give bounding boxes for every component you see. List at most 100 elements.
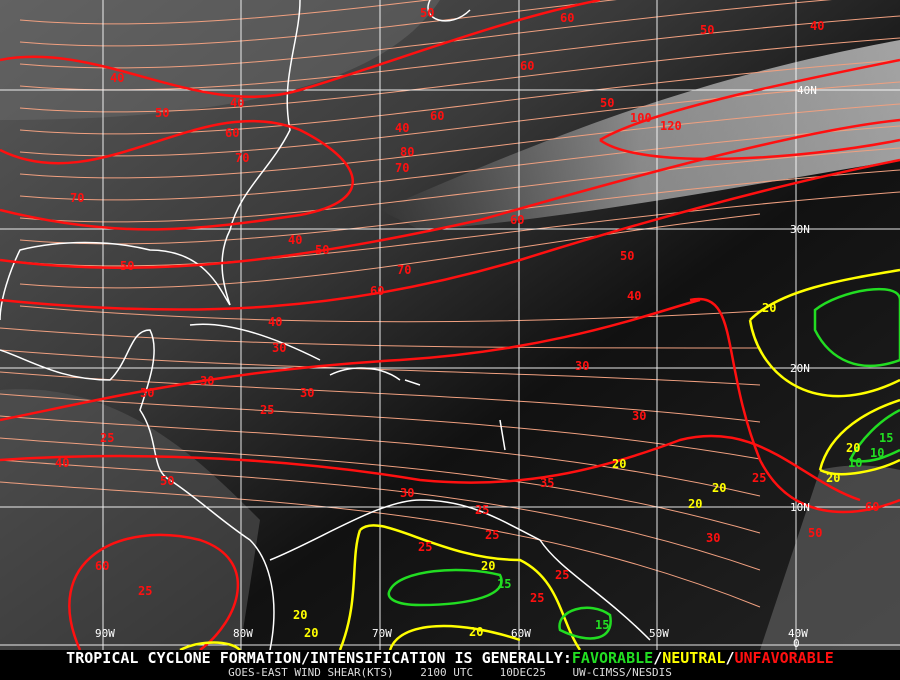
lon-label-90w: 90W	[95, 627, 115, 640]
lon-label-40w: 40W	[788, 627, 808, 640]
contour-label: 40	[288, 233, 302, 247]
contour-label: 100	[630, 111, 652, 125]
contour-label: 60	[510, 213, 524, 227]
product-info-line: GOES-EAST WIND SHEAR(KTS) 2100 UTC 10DEC…	[0, 667, 900, 679]
lat-label-40n: 40N	[797, 84, 817, 97]
contour-label: 20	[826, 471, 840, 485]
contour-label: 35	[540, 476, 554, 490]
streamline	[19, 0, 433, 25]
streamline	[19, 59, 900, 135]
streamline	[19, 191, 900, 267]
contour-label: 15	[879, 431, 893, 445]
contour-label: 50	[155, 106, 169, 120]
contour-label: 25	[418, 540, 432, 554]
contour-label: 25	[555, 568, 569, 582]
streamline	[19, 0, 617, 47]
contour-label: 30	[632, 409, 646, 423]
footer: TROPICAL CYCLONE FORMATION/INTENSIFICATI…	[0, 650, 900, 680]
contour-label: 40	[55, 456, 69, 470]
coastlines	[0, 0, 651, 650]
contour-label: 40	[230, 96, 244, 110]
streamline	[19, 213, 761, 289]
contour-label: 40	[268, 315, 282, 329]
contour-label: 40	[110, 71, 124, 85]
streamline	[19, 103, 900, 179]
legend-unfavorable: UNFAVORABLE	[734, 649, 834, 667]
contour-label: 30	[400, 486, 414, 500]
lat-label-0: 0	[793, 637, 800, 650]
contour-label: 25	[260, 403, 274, 417]
contour-label: 20	[469, 625, 483, 639]
contour-label: 25	[752, 471, 766, 485]
legend-separator: /	[653, 649, 663, 667]
contour-label: 50	[620, 249, 634, 263]
legend-prefix: TROPICAL CYCLONE FORMATION/INTENSIFICATI…	[66, 649, 572, 667]
contour-label: 60	[430, 109, 444, 123]
streamline	[19, 147, 900, 223]
contour-label: 70	[395, 161, 409, 175]
contour-label: 60	[95, 559, 109, 573]
contour-label: 10	[848, 456, 862, 470]
product-name: GOES-EAST WIND SHEAR(KTS)	[228, 666, 394, 679]
contour-label: 50	[420, 6, 434, 20]
contour-label: 30	[300, 386, 314, 400]
cloud-region-east	[760, 465, 900, 650]
contour-label: 40	[627, 289, 641, 303]
contour-label: 70	[235, 151, 249, 165]
product-time: 2100 UTC	[420, 666, 474, 679]
contour-label: 20	[612, 457, 626, 471]
contour-label: 120	[660, 119, 682, 133]
lat-label-10n: 10N	[790, 501, 810, 514]
streamline	[0, 459, 761, 571]
streamline	[0, 393, 761, 460]
lat-label-30n: 30N	[790, 223, 810, 236]
contour-label: 50	[315, 243, 329, 257]
legend-neutral: NEUTRAL	[662, 649, 726, 667]
contour-label: 25	[530, 591, 544, 605]
streamline	[19, 37, 900, 113]
lon-label-80w: 80W	[233, 627, 253, 640]
contour-label: 40	[395, 121, 409, 135]
streamline	[0, 327, 761, 349]
product-date: 10DEC25	[499, 666, 547, 679]
contour-label: 40	[810, 19, 824, 33]
contour-label: 50	[120, 259, 134, 273]
contour-label: 60	[225, 126, 239, 140]
lon-label-70w: 70W	[372, 627, 392, 640]
lon-label-60w: 60W	[511, 627, 531, 640]
streamline	[0, 415, 761, 497]
legend-favorable: FAVORABLE	[571, 649, 654, 667]
streamline	[19, 81, 900, 157]
contour-label: 20	[846, 441, 860, 455]
contour-label: 15	[497, 577, 511, 591]
contour-label: 20	[304, 626, 318, 640]
map-canvas: 90W 80W 70W 60W 50W 40W 40N 30N 20N 10N …	[0, 0, 900, 650]
streamline	[0, 481, 761, 608]
contour-label: 60	[370, 284, 384, 298]
contour-label: 25	[100, 431, 114, 445]
contour-label: 15	[595, 618, 609, 632]
streamline	[19, 305, 761, 323]
contour-label: 30	[706, 531, 720, 545]
lon-label-50w: 50W	[649, 627, 669, 640]
contour-labels: 50 60 50 40 40 50 40 60 60 50 40 60 80 100 120 70 70 70 40…	[55, 6, 893, 640]
contour-label: 30	[272, 341, 286, 355]
contour-label: 60	[865, 500, 879, 514]
lat-label-20n: 20N	[790, 362, 810, 375]
legend-line: TROPICAL CYCLONE FORMATION/INTENSIFICATI…	[0, 650, 900, 667]
streamline	[19, 0, 833, 69]
contour-label: 70	[397, 263, 411, 277]
contour-label: 25	[485, 528, 499, 542]
contour-label: 30	[200, 374, 214, 388]
contour-label: 20	[481, 559, 495, 573]
contour-label: 30	[140, 386, 154, 400]
contour-label: 60	[520, 59, 534, 73]
contour-label: 20	[688, 497, 702, 511]
contour-label: 20	[712, 481, 726, 495]
cloud-region-central-america	[0, 389, 260, 650]
streamline	[0, 437, 761, 534]
contour-label: 30	[575, 359, 589, 373]
contour-label: 50	[808, 526, 822, 540]
product-source: UW-CIMSS/NESDIS	[572, 666, 672, 679]
contour-label: 80	[400, 145, 414, 159]
